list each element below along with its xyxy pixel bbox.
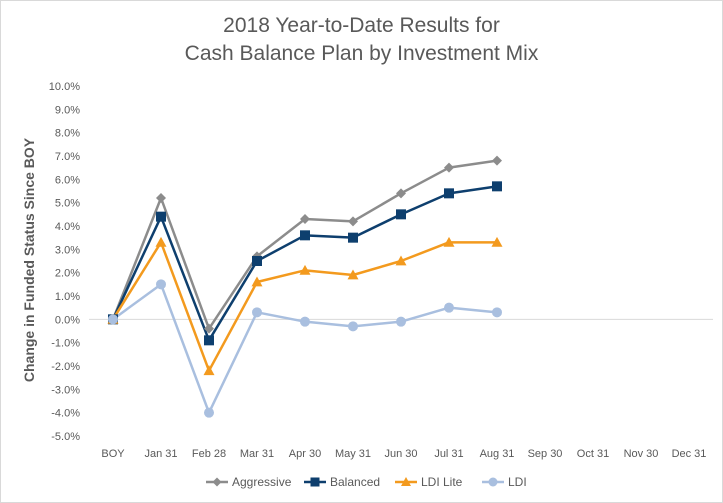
data-point: [348, 232, 358, 243]
legend-item: Aggressive: [206, 475, 292, 489]
y-tick-label: 4.0%: [55, 221, 80, 233]
data-point: [492, 155, 502, 166]
x-tick-label: Mar 31: [240, 448, 274, 460]
y-tick-label: -3.0%: [51, 384, 80, 396]
data-point: [396, 209, 406, 220]
legend-label: LDI Lite: [421, 475, 463, 489]
data-point: [155, 236, 167, 247]
legend-label: LDI: [508, 475, 527, 489]
plot-area: 10.0% 9.0% 8.0% 7.0% 6.0% 5.0% 4.0% 3.0% 2.0% 1.0…: [49, 81, 713, 460]
chart-title-line1: 2018 Year-to-Date Results for: [223, 14, 500, 37]
y-tick-label: 10.0%: [49, 81, 80, 93]
legend-label: Aggressive: [232, 475, 292, 489]
data-point: [300, 230, 310, 241]
data-point: [492, 181, 502, 192]
data-point: [299, 264, 311, 275]
legend-item: Balanced: [304, 475, 380, 489]
y-tick-label: -4.0%: [51, 408, 80, 420]
data-point: [251, 276, 263, 287]
data-point: [156, 193, 166, 203]
data-point: [491, 236, 503, 247]
y-tick-label: 5.0%: [55, 198, 80, 210]
y-tick-label: 6.0%: [55, 174, 80, 186]
data-point: [252, 256, 262, 266]
x-tick-label: Apr 30: [289, 448, 321, 460]
chart-title: 2018 Year-to-Date Results for Cash Balan…: [0, 12, 723, 68]
data-point: [108, 314, 118, 325]
data-point: [204, 335, 214, 346]
legend-label: Balanced: [330, 475, 380, 489]
series-line-ldi: [112, 283, 498, 414]
x-tick-label: Sep 30: [528, 448, 563, 460]
data-point: [395, 255, 407, 266]
x-tick-label: Dec 31: [672, 448, 707, 460]
data-point: [396, 316, 406, 327]
y-tick-label: 2.0%: [55, 268, 80, 280]
data-point: [444, 188, 454, 199]
data-point: [204, 323, 214, 334]
x-tick-label: Aug 31: [480, 448, 515, 460]
y-tick-label: 8.0%: [55, 128, 80, 140]
data-point: [347, 269, 359, 280]
legend-marker: [310, 477, 320, 487]
data-point: [396, 188, 406, 199]
legend: Aggressive Balanced LDI Lite LDI: [206, 475, 527, 489]
x-tick-label: Jul 31: [434, 448, 463, 460]
y-tick-label: -5.0%: [51, 431, 80, 443]
data-point: [348, 216, 358, 227]
y-tick-label: 7.0%: [55, 151, 80, 163]
y-tick-label: 3.0%: [55, 244, 80, 256]
data-point: [203, 365, 215, 376]
x-tick-label: May 31: [335, 448, 371, 460]
legend-marker: [212, 477, 222, 487]
data-point: [492, 307, 502, 318]
data-point: [156, 279, 166, 290]
legend-marker: [488, 477, 498, 487]
data-point: [204, 407, 214, 418]
data-point: [444, 162, 454, 173]
y-tick-label: -2.0%: [51, 361, 80, 373]
legend-marker: [401, 477, 411, 486]
legend-item: LDI Lite: [395, 475, 463, 489]
x-tick-label: BOY: [101, 448, 125, 460]
x-tick-label: Nov 30: [624, 448, 659, 460]
x-tick-label: Jan 31: [144, 448, 177, 460]
data-point: [300, 214, 310, 224]
x-tick-label: Feb 28: [192, 448, 226, 460]
y-tick-label: 9.0%: [55, 104, 80, 116]
x-tick-label: Oct 31: [577, 448, 609, 460]
data-point: [156, 211, 166, 222]
y-tick-label: 0.0%: [55, 314, 80, 326]
y-tick-label: -1.0%: [51, 338, 80, 350]
data-point: [252, 307, 262, 318]
legend-item: LDI: [482, 475, 527, 489]
data-point: [443, 236, 455, 247]
data-point: [300, 316, 310, 327]
y-tick-label: 1.0%: [55, 291, 80, 303]
chart-title-line2: Cash Balance Plan by Investment Mix: [184, 42, 539, 65]
x-tick-label: Jun 30: [384, 448, 417, 460]
data-point: [348, 321, 358, 332]
y-axis-label: Change in Funded Status Since BOY: [21, 137, 37, 382]
data-point: [444, 302, 454, 313]
